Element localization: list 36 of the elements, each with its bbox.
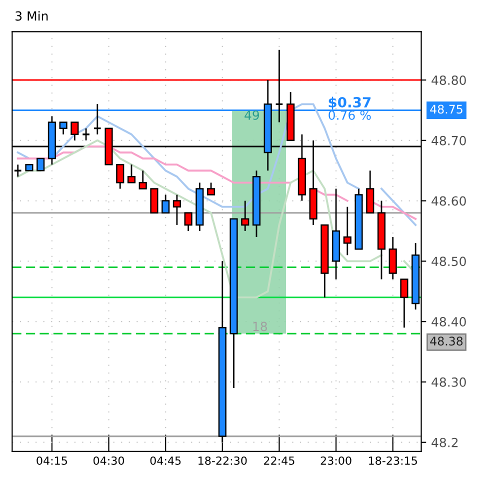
chart-title: 3 Min — [16, 11, 48, 21]
candlestick — [172, 194, 181, 226]
y-tick-label: 48.60 — [432, 196, 466, 206]
annotation: 18 — [253, 322, 267, 332]
ref-line-label: 48.75 — [430, 104, 462, 114]
candlestick — [36, 158, 45, 172]
candlestick — [59, 122, 68, 136]
x-tick-label: 04:15 — [36, 456, 67, 465]
x-tick-label: 04:45 — [150, 456, 181, 465]
x-tick-label: 23:00 — [320, 456, 352, 465]
candlestick — [14, 164, 22, 178]
candlestick — [162, 194, 170, 214]
candlestick — [241, 200, 250, 232]
y-tick-label: 48.70 — [432, 136, 466, 146]
x-tick-label: 04:30 — [93, 456, 124, 465]
annotation: 49 — [244, 110, 260, 120]
candlestick — [82, 128, 90, 142]
ref-line-label: 48.38 — [430, 336, 463, 346]
candlestick — [138, 170, 147, 190]
y-tick-label: 48.2 — [432, 438, 458, 448]
y-tick-label: 48.30 — [432, 377, 466, 387]
candlestick — [343, 206, 352, 256]
candlestick — [400, 278, 408, 328]
candlestick — [70, 122, 79, 142]
candlestick — [93, 103, 102, 136]
x-tick-label: 22:45 — [264, 456, 294, 465]
y-tick-label: 48.40 — [432, 317, 466, 326]
candlestick — [184, 212, 192, 232]
y-tick-label: 48.80 — [432, 76, 466, 85]
candlestick — [127, 164, 136, 184]
x-tick-label: 18-23:15 — [368, 456, 417, 465]
annotation: $0.37 — [328, 96, 371, 110]
candlestick — [116, 164, 124, 190]
candlestick — [207, 182, 216, 196]
y-tick-label: 48.50 — [432, 256, 466, 266]
x-tick-label: 18-22:30 — [198, 456, 247, 465]
